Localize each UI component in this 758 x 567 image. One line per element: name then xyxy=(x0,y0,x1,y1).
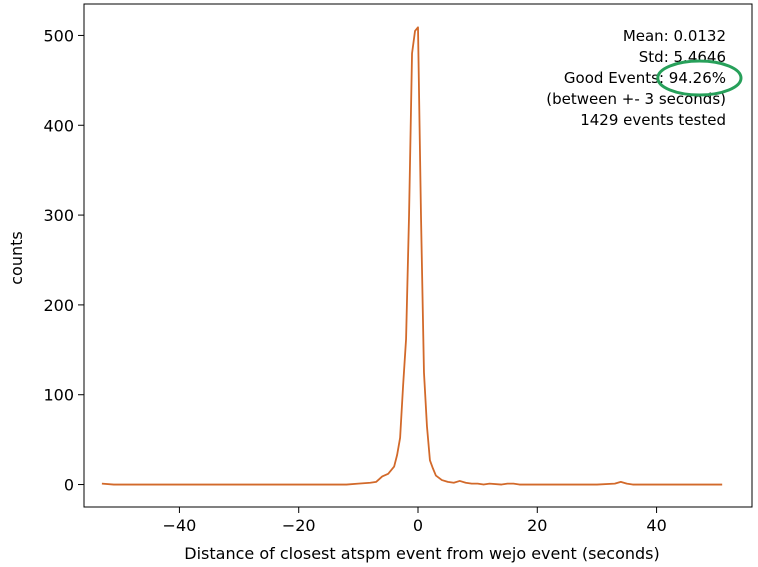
x-tick-label: −20 xyxy=(282,516,316,535)
y-axis-label: counts xyxy=(7,231,26,284)
x-tick-label: −40 xyxy=(163,516,197,535)
annotation-line: Good Events: 94.26% xyxy=(564,69,726,87)
annotation-line: (between +- 3 seconds) xyxy=(546,90,726,108)
y-tick-label: 100 xyxy=(43,386,74,405)
x-tick-label: 20 xyxy=(527,516,547,535)
x-tick-label: 40 xyxy=(646,516,666,535)
y-tick-label: 500 xyxy=(43,26,74,45)
y-tick-label: 0 xyxy=(64,476,74,495)
y-tick-label: 400 xyxy=(43,116,74,135)
x-tick-label: 0 xyxy=(413,516,423,535)
x-axis-label: Distance of closest atspm event from wej… xyxy=(184,544,659,563)
annotation-line: 1429 events tested xyxy=(580,111,726,129)
y-tick-label: 300 xyxy=(43,206,74,225)
y-axis: 0 100 200 300 400 500 xyxy=(43,26,84,495)
series-line xyxy=(101,26,723,486)
highlight-ellipse xyxy=(656,59,743,97)
series-layer xyxy=(101,26,723,486)
annotation-line: Mean: 0.0132 xyxy=(623,27,726,45)
x-axis: −40 −20 0 20 40 xyxy=(163,507,667,535)
y-tick-label: 200 xyxy=(43,296,74,315)
